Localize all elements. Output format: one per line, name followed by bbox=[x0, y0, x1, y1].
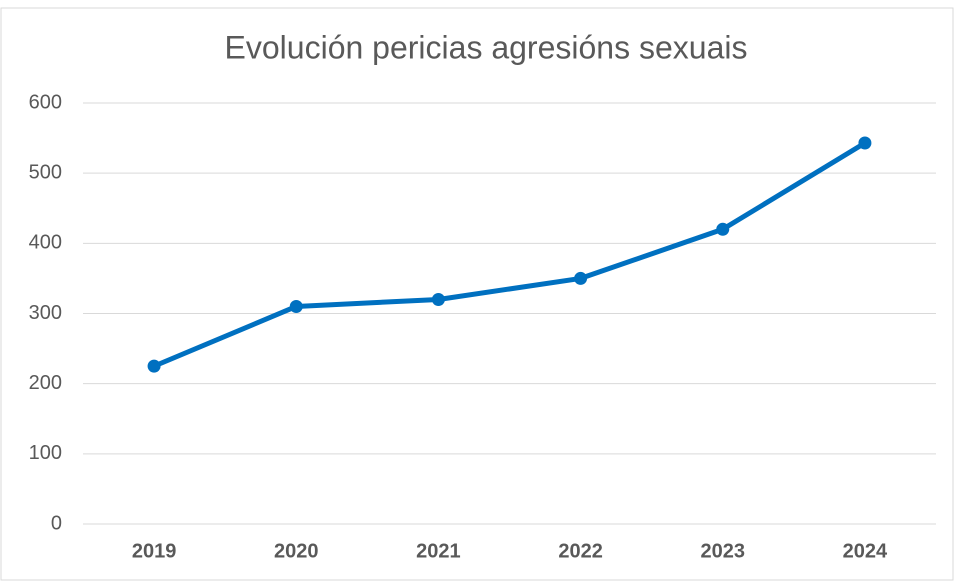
line bbox=[153, 140, 867, 369]
y-tick-label: 0 bbox=[51, 512, 62, 534]
x-tick-label: 2024 bbox=[843, 540, 888, 562]
chart-title: Evolución pericias agresións sexuais bbox=[225, 29, 748, 65]
y-tick-label: 600 bbox=[29, 91, 62, 113]
point bbox=[574, 271, 588, 285]
y-tick-label: 200 bbox=[29, 372, 62, 394]
x-tick-label: 2019 bbox=[132, 540, 177, 562]
point bbox=[858, 136, 872, 150]
x-tick-label: 2020 bbox=[274, 540, 319, 562]
point bbox=[147, 359, 161, 373]
x-tick-label: 2022 bbox=[558, 540, 603, 562]
point bbox=[289, 299, 303, 313]
point bbox=[431, 292, 445, 306]
point bbox=[716, 222, 730, 236]
y-tick-label: 500 bbox=[29, 161, 62, 183]
x-tick-label: 2023 bbox=[701, 540, 746, 562]
x-tick-label: 2021 bbox=[416, 540, 461, 562]
y-tick-label: 400 bbox=[29, 232, 62, 254]
y-tick-label: 100 bbox=[29, 442, 62, 464]
y-tick-label: 300 bbox=[29, 302, 62, 324]
